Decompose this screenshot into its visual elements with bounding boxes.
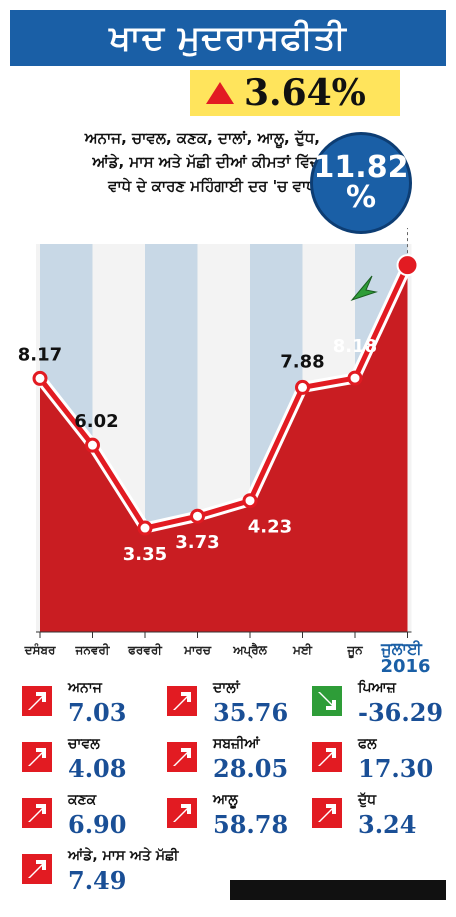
up-arrow-icon <box>350 275 378 302</box>
commodity-label: ਆਂਡੇ, ਮਾਸ ਅਤੇ ਮੱਛੀ <box>68 848 179 864</box>
data-label: 8.18 <box>333 336 377 357</box>
commodity-value: 28.05 <box>213 754 289 783</box>
commodity-label: ਕਣਕ <box>68 792 97 808</box>
data-label: 8.17 <box>18 344 62 365</box>
up-triangle-icon <box>206 82 234 104</box>
x-tick-label: ਜੁਲਾਈ <box>380 639 423 658</box>
line-chart: 8.17 6.02 3.35 3.73 4.23 7.88 8.18 ਦਸੰਬਰ ਜਨਵਰੀ ਫਰ… <box>18 228 431 677</box>
page-title: ਖਾਦ ਮੁਦਰਾਸਫੀਤੀ <box>109 18 347 58</box>
trend-up-icon <box>167 742 197 772</box>
trend-up-icon <box>167 798 197 828</box>
data-point <box>85 437 100 453</box>
trend-up-icon <box>22 686 52 716</box>
highlight-unit: % <box>345 180 377 215</box>
subtitle: ਅਨਾਜ, ਚਾਵਲ, ਕਣਕ, ਦਾਲਾਂ, ਆਲੂ, ਦੁੱਧ, ਆਂਡੇ,… <box>10 126 320 198</box>
footer-band <box>230 880 446 900</box>
x-tick-label: ਜਨਵਰੀ <box>75 643 111 657</box>
commodity-item: ਚਾਵਲ 4.08 <box>10 734 155 790</box>
trend-up-icon <box>312 798 342 828</box>
data-label: 3.73 <box>175 532 219 553</box>
data-point <box>190 508 205 524</box>
commodity-value: 17.30 <box>358 754 434 783</box>
year-label: 2016 <box>380 656 430 677</box>
subtitle-line-3: ਵਾਧੇ ਦੇ ਕਾਰਣ ਮਹਿੰਗਾਈ ਦਰ 'ਚ ਵਾਧਾ <box>108 177 320 195</box>
x-tick-label: ਅਪ੍ਰੈਲ <box>232 642 268 658</box>
commodity-value: 6.90 <box>68 810 127 839</box>
highlight-value: 11.82 <box>313 150 409 185</box>
data-point <box>32 370 48 386</box>
data-label: 3.35 <box>123 544 167 565</box>
subtitle-line-2: ਆਂਡੇ, ਮਾਸ ਅਤੇ ਮੱਛੀ ਦੀਆਂ ਕੀਮਤਾਂ ਵਿੱਚ <box>92 153 320 171</box>
highlight-circle: 11.82 % <box>310 132 412 234</box>
commodity-value: 7.03 <box>68 698 127 727</box>
x-tick-label: ਫਰਵਰੀ <box>127 643 163 657</box>
data-point <box>242 493 258 509</box>
x-tick-label: ਜੂਨ <box>346 643 363 659</box>
commodity-item: ਆਲੂ 58.78 <box>155 790 300 846</box>
data-point <box>295 379 310 395</box>
data-label: 7.88 <box>280 351 324 372</box>
commodity-item: ਫਲ 17.30 <box>300 734 445 790</box>
x-tick-label: ਮਾਰਚ <box>183 643 212 657</box>
commodity-label: ਚਾਵਲ <box>68 736 100 752</box>
commodity-label: ਸਬਜ਼ੀਆਂ <box>213 736 260 752</box>
x-tick-label: ਦਸੰਬਰ <box>24 642 56 657</box>
data-point <box>137 520 153 536</box>
commodity-label: ਫਲ <box>358 736 377 752</box>
commodity-label: ਆਲੂ <box>213 792 238 808</box>
data-point <box>347 370 363 386</box>
commodity-item: ਆਂਡੇ, ਮਾਸ ਅਤੇ ਮੱਛੀ 7.49 <box>10 846 178 902</box>
commodity-value: 4.08 <box>68 754 127 783</box>
trend-down-icon <box>312 686 342 716</box>
trend-up-icon <box>22 854 52 884</box>
trend-up-icon <box>167 686 197 716</box>
commodity-value: 58.78 <box>213 810 289 839</box>
title-banner: ਖਾਦ ਮੁਦਰਾਸਫੀਤੀ <box>10 10 446 66</box>
commodity-item: ਅਨਾਜ 7.03 <box>10 678 155 734</box>
commodity-value: 3.24 <box>358 810 417 839</box>
commodity-value: 7.49 <box>68 866 127 895</box>
x-tick-label: ਮਈ <box>292 643 313 657</box>
commodity-item: ਦਾਲਾਂ 35.76 <box>155 678 300 734</box>
commodity-value: -36.29 <box>358 698 444 727</box>
commodity-label: ਦੁੱਧ <box>358 792 377 808</box>
data-label: 6.02 <box>74 411 118 432</box>
commodity-item: ਦੁੱਧ 3.24 <box>300 790 445 846</box>
data-label: 4.23 <box>248 517 292 538</box>
subtitle-line-1: ਅਨਾਜ, ਚਾਵਲ, ਕਣਕ, ਦਾਲਾਂ, ਆਲੂ, ਦੁੱਧ, <box>84 129 320 147</box>
commodity-label: ਦਾਲਾਂ <box>213 680 240 696</box>
series-line <box>38 264 410 531</box>
inflation-badge: 3.64% <box>190 70 400 116</box>
trend-up-icon <box>22 798 52 828</box>
commodity-item: ਪਿਆਜ਼ -36.29 <box>300 678 445 734</box>
commodity-item: ਸਬਜ਼ੀਆਂ 28.05 <box>155 734 300 790</box>
data-point-last <box>396 254 419 277</box>
commodity-item: ਕਣਕ 6.90 <box>10 790 155 846</box>
commodity-label: ਅਨਾਜ <box>68 680 102 696</box>
trend-up-icon <box>312 742 342 772</box>
commodity-value: 35.76 <box>213 698 289 727</box>
trend-up-icon <box>22 742 52 772</box>
commodity-label: ਪਿਆਜ਼ <box>358 680 396 696</box>
badge-value: 3.64% <box>244 72 366 114</box>
area-fill <box>40 265 408 632</box>
